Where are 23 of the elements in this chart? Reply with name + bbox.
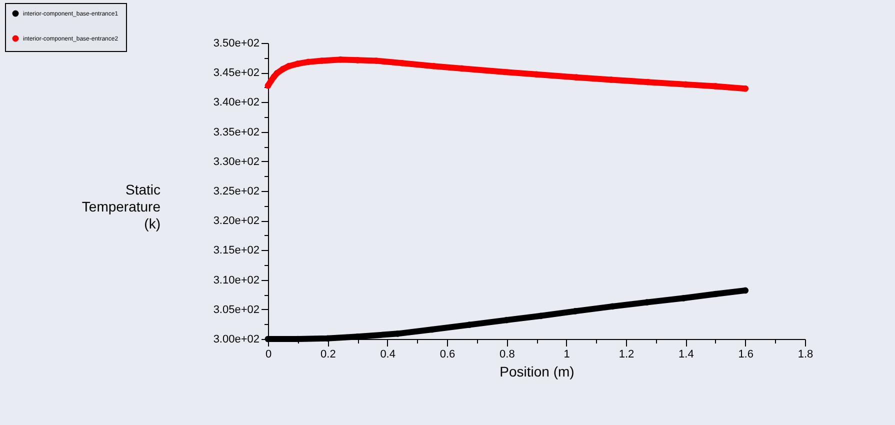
y-tick-label: 3.20e+02 <box>213 215 260 228</box>
y-tick-label: 3.05e+02 <box>213 304 260 316</box>
x-axis-title: Position (m) <box>500 364 574 380</box>
x-tick-label: 1.6 <box>738 348 754 360</box>
y-tick-label: 3.30e+02 <box>213 156 260 168</box>
x-tick-label: 0.4 <box>380 348 396 360</box>
y-tick-label: 3.25e+02 <box>213 186 260 198</box>
y-tick-label: 3.50e+02 <box>213 38 260 50</box>
x-tick-label: 1.4 <box>678 348 694 360</box>
x-tick-label: 1.2 <box>618 348 634 360</box>
y-axis-title: Static Temperature (k) <box>82 182 161 232</box>
y-tick-label: 3.10e+02 <box>213 274 260 286</box>
x-tick-label: 1 <box>564 348 570 360</box>
x-tick-label: 0 <box>265 348 272 360</box>
y-tick-label: 3.40e+02 <box>213 96 260 109</box>
x-tick-label: 1.8 <box>798 348 814 360</box>
y-tick-label: 3.35e+02 <box>213 126 260 138</box>
x-tick-label: 0.8 <box>500 348 515 360</box>
y-tick-label: 3.15e+02 <box>213 244 260 257</box>
x-tick-label: 0.6 <box>440 348 456 360</box>
y-tick-label: 3.00e+02 <box>213 334 260 346</box>
y-tick-label: 3.45e+02 <box>213 67 260 80</box>
x-tick-label: 0.2 <box>320 348 336 360</box>
